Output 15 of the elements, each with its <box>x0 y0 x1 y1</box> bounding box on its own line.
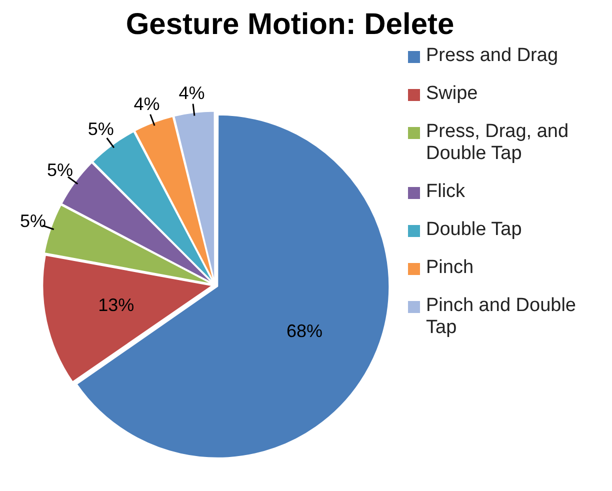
legend-label: Swipe <box>426 83 478 105</box>
legend-label: Flick <box>426 181 466 203</box>
data-label: 68% <box>286 320 323 341</box>
legend-label: Double Tap <box>426 219 522 241</box>
data-label: 5% <box>46 160 73 180</box>
data-label: 4% <box>134 94 160 114</box>
data-label: 5% <box>20 211 46 232</box>
legend-label: Press and Drag <box>426 45 558 67</box>
chart-title: Gesture Motion: Delete <box>124 8 456 42</box>
legend-label: Pinch <box>426 257 474 279</box>
data-label: 5% <box>88 118 114 139</box>
data-label: 4% <box>178 82 205 103</box>
data-label: 13% <box>98 295 134 316</box>
legend-label: Press, Drag, and Double Tap <box>426 121 570 165</box>
legend-label: Pinch and Double Tap <box>426 295 577 339</box>
